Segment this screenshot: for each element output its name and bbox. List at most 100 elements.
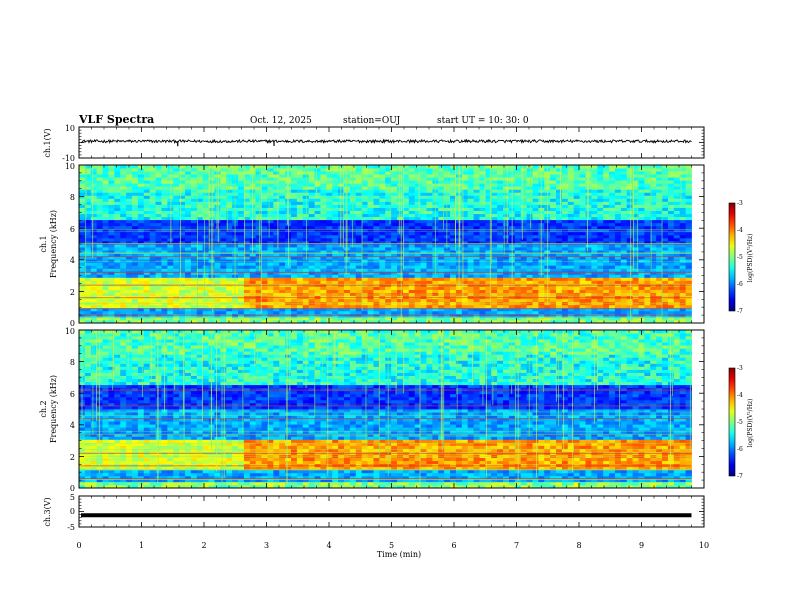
spectrogram-cell — [591, 168, 598, 172]
spectrogram-cell — [114, 207, 121, 211]
spectrogram-cell — [291, 259, 298, 263]
spectrogram-cell — [497, 292, 504, 297]
spectrogram-cell — [497, 216, 504, 221]
spectrogram-cell — [379, 186, 386, 190]
spectrogram-cell — [114, 253, 121, 257]
spectrogram-cell — [326, 165, 333, 169]
spectrogram-cell — [296, 319, 304, 324]
spectrogram-cell — [508, 298, 516, 303]
spectrogram-cell — [90, 307, 98, 312]
spectrogram-cell — [579, 307, 586, 312]
spectrogram-cell — [467, 213, 474, 218]
spectrogram-cell — [444, 277, 451, 281]
spectrogram-cell — [355, 183, 363, 187]
spectrogram-cell — [526, 244, 533, 248]
spectrogram-cell — [79, 180, 86, 184]
spectrogram-cell — [550, 244, 557, 248]
spectrogram-cell — [302, 304, 310, 309]
spectrogram-cell — [426, 304, 433, 309]
spectrogram-cell — [220, 253, 227, 257]
spectrogram-cell — [296, 189, 304, 193]
spectrogram-cell — [355, 256, 363, 260]
spectrogram-cell — [385, 189, 392, 193]
spectrogram-cell — [196, 289, 204, 294]
spectrogram-cell — [102, 280, 109, 284]
spectrogram-cell — [597, 174, 604, 178]
spectrogram-cell — [243, 225, 251, 230]
spectrogram-cell — [108, 228, 115, 233]
spectrogram-cell — [255, 262, 262, 266]
spectrogram-cell — [261, 234, 268, 239]
spectrogram-cell — [291, 180, 298, 184]
spectrogram-cell — [567, 307, 575, 312]
spectrogram-cell — [467, 228, 474, 233]
spectrogram-cell — [120, 168, 127, 172]
spectrogram-cell — [108, 289, 115, 294]
spectrogram-cell — [320, 195, 327, 199]
spectrogram-cell — [90, 183, 98, 187]
spectrogram-cell — [556, 225, 563, 230]
spectrogram-cell — [314, 277, 321, 281]
spectrogram-cell — [491, 168, 498, 172]
spectrogram-cell — [385, 319, 392, 324]
spectrogram-cell — [120, 250, 127, 254]
spectrogram-cell — [567, 225, 575, 230]
spectrogram-cell — [397, 231, 404, 236]
spectrogram-cell — [520, 289, 527, 294]
spectrogram-cell — [314, 237, 321, 242]
spectrogram-cell — [561, 240, 569, 245]
spectrogram-cell — [196, 259, 204, 263]
spectrogram-cell — [314, 216, 321, 221]
spectrogram-cell — [267, 240, 274, 245]
spectrogram-cell — [473, 280, 480, 284]
spectrogram-cell — [503, 204, 510, 208]
spectrogram-cell — [214, 262, 221, 266]
spectrogram-cell — [461, 313, 469, 318]
spectrogram-cell — [255, 313, 262, 318]
spectrogram-cell — [132, 228, 139, 233]
spectrogram-cell — [332, 265, 339, 269]
spectrogram-cell — [603, 225, 610, 230]
spectrogram-cell — [485, 304, 492, 309]
spectrogram-cell — [414, 174, 421, 178]
spectrogram-cell — [120, 304, 127, 309]
spectrogram-cell — [320, 207, 327, 211]
spectrogram-cell — [255, 250, 262, 254]
spectrogram-cell — [326, 286, 333, 290]
spectrogram-cell — [438, 247, 445, 251]
spectrogram-cell — [426, 253, 433, 257]
spectrogram-cell — [143, 177, 151, 181]
spectrogram-cell — [84, 216, 92, 221]
spectrogram-cell — [202, 183, 209, 187]
spectrogram-cell — [550, 225, 557, 230]
spectrogram-cell — [108, 213, 115, 218]
spectrogram-cell — [155, 180, 162, 184]
spectrogram-cell — [556, 253, 563, 257]
spectrogram-cell — [391, 292, 398, 297]
spectrogram-cell — [591, 204, 598, 208]
spectrogram-cell — [214, 183, 221, 187]
spectrogram-cell — [491, 183, 498, 187]
spectrogram-cell — [302, 168, 310, 172]
spectrogram-cell — [479, 304, 486, 309]
spectrogram-cell — [514, 174, 522, 178]
spectrogram-cell — [450, 201, 457, 205]
spectrogram-cell — [556, 165, 563, 169]
spectrogram-cell — [438, 171, 445, 175]
start-time-label: start UT = 10: 30: 0 — [437, 116, 529, 126]
spectrogram-cell — [573, 307, 580, 312]
spectrogram-cell — [243, 210, 251, 215]
spectrogram-cell — [467, 174, 474, 178]
spectrogram-cell — [567, 234, 575, 239]
spectrogram-cell — [550, 207, 557, 211]
spectrogram-cell — [597, 165, 604, 169]
spectrogram-cell — [603, 183, 610, 187]
spectrogram-cell — [220, 250, 227, 254]
spectrogram-cell — [214, 165, 221, 169]
spectrogram-cell — [132, 168, 139, 172]
spectrogram-cell — [491, 195, 498, 199]
spectrogram-cell — [426, 219, 433, 224]
spectrogram-cell — [137, 180, 145, 184]
spectrogram-cell — [90, 310, 98, 315]
spectrogram-cell — [567, 231, 575, 236]
